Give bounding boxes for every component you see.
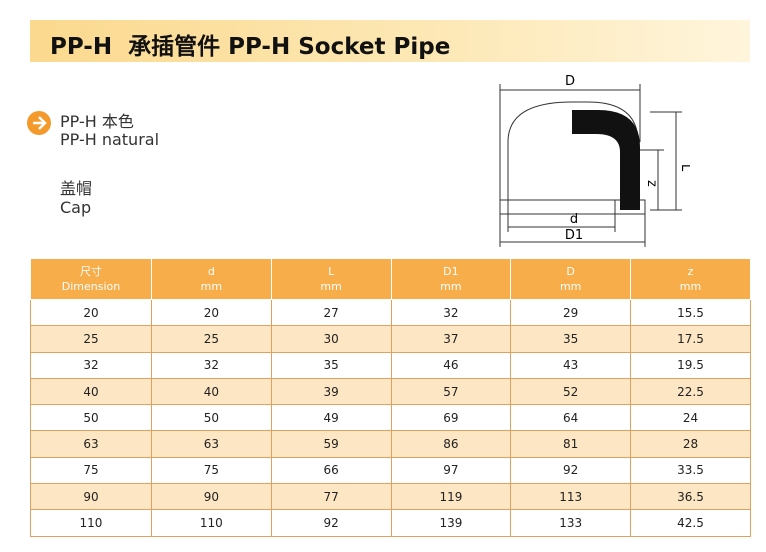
- table-cell: 50: [150, 404, 272, 432]
- table-cell: 64: [510, 404, 632, 432]
- table-row: 32 32 35 46 43 19.5: [30, 351, 751, 379]
- table-cell: 17.5: [630, 325, 751, 353]
- table-row: 63 63 59 86 81 28: [30, 430, 751, 458]
- table-row: 25 25 30 37 35 17.5: [30, 325, 751, 353]
- table-cell: 29: [510, 298, 632, 327]
- table-row: 110 110 92 139 133 42.5: [30, 509, 751, 537]
- table-cell: 77: [270, 483, 392, 511]
- header-band: PP-H 承插管件 PP-H Socket Pipe: [30, 20, 750, 62]
- table-cell: 97: [390, 456, 512, 485]
- table-cell: 90: [150, 483, 272, 511]
- header-line: mm: [320, 280, 342, 293]
- table-cell: 92: [510, 456, 632, 485]
- table-cell: 119: [390, 483, 512, 511]
- table-cell: 40: [30, 377, 152, 406]
- diagram-label: D1: [565, 228, 583, 243]
- table-cell: 20: [150, 298, 272, 327]
- column-header: 尺寸 Dimension: [30, 258, 152, 300]
- table-cell: 66: [270, 456, 392, 485]
- header-line: mm: [440, 280, 462, 293]
- table-cell: 139: [390, 509, 512, 537]
- table-cell: 35: [270, 351, 392, 379]
- table-cell: 30: [270, 325, 392, 353]
- table-cell: 24: [630, 404, 751, 432]
- diagram-label: z: [644, 180, 659, 187]
- table-cell: 40: [150, 377, 272, 406]
- table-cell: 32: [390, 298, 512, 327]
- table-cell: 27: [270, 298, 392, 327]
- diagram-label: d: [570, 212, 578, 227]
- table-cell: 49: [270, 404, 392, 432]
- table-cell: 133: [510, 509, 632, 537]
- table-row: 75 75 66 97 92 33.5: [30, 456, 751, 485]
- column-header: z mm: [630, 258, 751, 300]
- table-cell: 75: [30, 456, 152, 485]
- header-line: Dimension: [61, 280, 121, 293]
- header-line: z: [687, 265, 694, 278]
- table-cell: 36.5: [630, 483, 751, 511]
- table-cell: 35: [510, 325, 632, 353]
- table-cell: 86: [390, 430, 512, 458]
- table-cell: 52: [510, 377, 632, 406]
- table-cell: 110: [150, 509, 272, 537]
- table-row: 90 90 77 119 113 36.5: [30, 483, 751, 511]
- material-cn: PP-H 本色: [60, 112, 134, 131]
- diagram-label: D: [565, 74, 575, 89]
- table-cell: 69: [390, 404, 512, 432]
- table-cell: 32: [150, 351, 272, 379]
- material-en: PP-H natural: [60, 130, 160, 149]
- header-line: D: [566, 265, 575, 278]
- table-cell: 28: [630, 430, 751, 458]
- table-cell: 59: [270, 430, 392, 458]
- name-en: Cap: [60, 198, 92, 217]
- header-line: mm: [200, 280, 223, 293]
- table-row: 40 40 39 57 52 22.5: [30, 377, 751, 406]
- table-cell: 113: [510, 483, 632, 511]
- column-header: D1 mm: [390, 258, 512, 300]
- table-cell: 63: [150, 430, 272, 458]
- header-line: 尺寸: [79, 265, 102, 278]
- header-line: mm: [559, 280, 582, 293]
- table-cell: 25: [30, 325, 152, 353]
- table-cell: 37: [390, 325, 512, 353]
- table-cell: 43: [510, 351, 632, 379]
- table-cell: 19.5: [630, 351, 751, 379]
- table-cell: 75: [150, 456, 272, 485]
- table-cell: 15.5: [630, 298, 751, 327]
- table-cell: 39: [270, 377, 392, 406]
- table-cell: 81: [510, 430, 632, 458]
- table-row: 20 20 27 32 29 15.5: [30, 298, 751, 327]
- table-cell: 63: [30, 430, 152, 458]
- table-cell: 50: [30, 404, 152, 432]
- diagram-label: L: [678, 164, 690, 172]
- table-cell: 46: [390, 351, 512, 379]
- table-cell: 92: [270, 509, 392, 537]
- table-cell: 90: [30, 483, 152, 511]
- header-line: L: [328, 265, 335, 278]
- table-cell: 33.5: [630, 456, 751, 485]
- name-cn: 盖帽: [60, 179, 93, 198]
- header-line: mm: [679, 280, 702, 293]
- table-cell: 20: [30, 298, 152, 327]
- table-cell: 42.5: [630, 509, 751, 537]
- table-row: 50 50 49 69 64 24: [30, 404, 751, 432]
- table-cell: 22.5: [630, 377, 751, 406]
- table-cell: 32: [30, 351, 152, 379]
- arrow-icon: [27, 111, 51, 135]
- column-header: d mm: [150, 258, 272, 300]
- header-line: d: [207, 265, 215, 278]
- header-line: D1: [443, 265, 459, 278]
- table-cell: 110: [30, 509, 152, 537]
- cap-diagram: D L z d D1: [499, 74, 690, 247]
- page-title: PP-H 承插管件 PP-H Socket Pipe: [50, 34, 451, 60]
- table-cell: 25: [150, 325, 272, 353]
- table-cell: 57: [390, 377, 512, 406]
